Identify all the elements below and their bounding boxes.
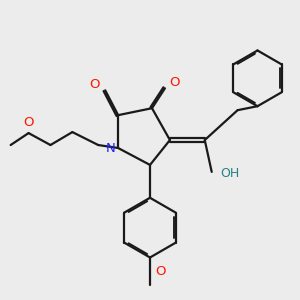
- Text: O: O: [23, 116, 34, 129]
- Text: N: N: [105, 142, 115, 154]
- Text: OH: OH: [220, 167, 239, 180]
- Text: O: O: [169, 76, 180, 89]
- Text: O: O: [156, 265, 166, 278]
- Text: O: O: [89, 78, 100, 91]
